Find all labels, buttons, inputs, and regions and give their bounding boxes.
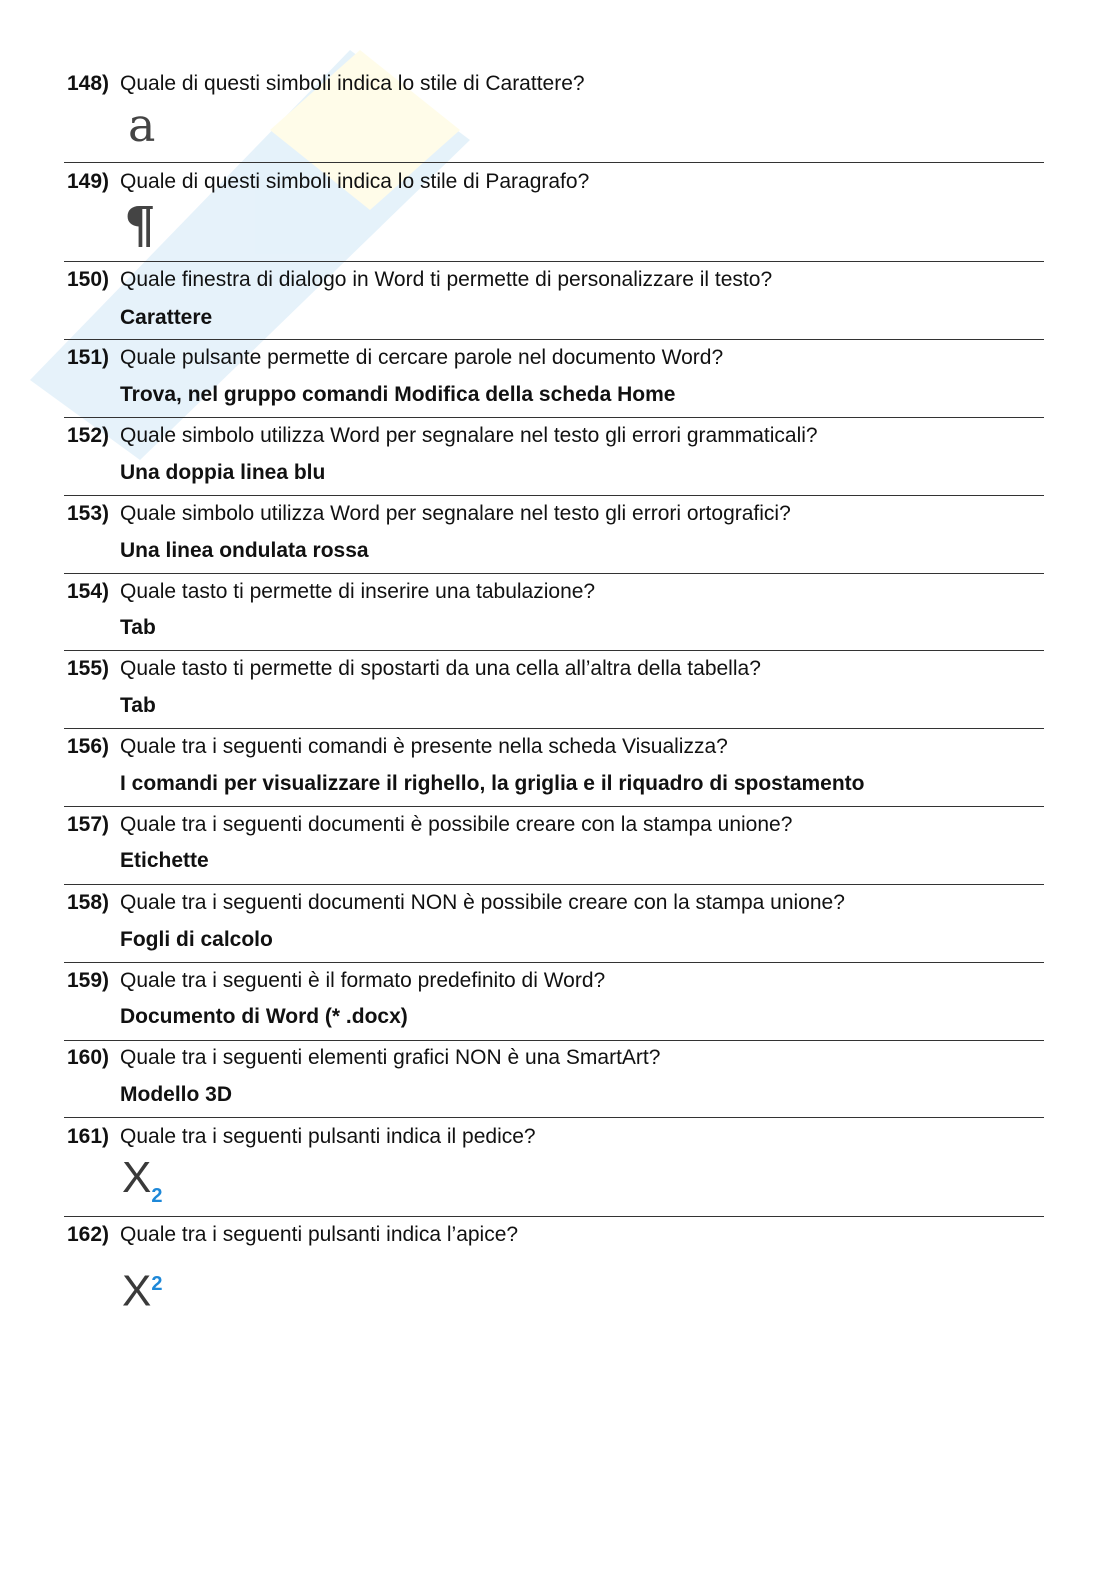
question-number: 160) [67,1046,110,1069]
superscript-2: 2 [151,1273,163,1295]
question: 155) Quale tasto ti permette di spostarti… [67,657,761,681]
divider [64,1216,1044,1217]
question: 151) Quale pulsante permette di cercare p… [67,346,723,370]
question: 148) Quale di questi simboli indica lo st… [67,72,585,96]
divider [64,728,1044,729]
question: 159) Quale tra i seguenti è il formato pr… [67,969,605,993]
question-text: Quale simbolo utilizza Word per segnalar… [120,424,818,447]
question-text: Quale tasto ti permette di inserire una … [120,580,596,603]
superscript-icon: X2 [122,1262,162,1314]
subscript-icon: X2 [122,1156,162,1218]
divider [64,650,1044,651]
answer: Una doppia linea blu [120,461,326,484]
question-number: 162) [67,1223,110,1246]
question: 161) Quale tra i seguenti pulsanti indica… [67,1125,536,1149]
question-text: Quale tra i seguenti documenti è possibi… [120,813,793,836]
a-glyph: a [128,98,156,152]
question-number: 150) [67,268,110,291]
question: 152) Quale simbolo utilizza Word per segn… [67,424,818,448]
question: 153) Quale simbolo utilizza Word per segn… [67,502,791,526]
question-text: Quale tra i seguenti pulsanti indica il … [120,1125,536,1148]
divider [64,962,1044,963]
answer: Modello 3D [120,1083,233,1106]
question-number: 156) [67,735,110,758]
question-text: Quale tra i seguenti è il formato predef… [120,969,606,992]
pilcrow-icon: ¶ [124,200,156,250]
question-text: Quale tra i seguenti comandi è presente … [120,735,728,758]
pilcrow-glyph: ¶ [124,195,156,254]
answer: Documento di Word (* .docx) [120,1005,408,1028]
divider [64,1117,1044,1118]
x-glyph: X [122,1153,152,1202]
x-glyph: X [122,1266,152,1316]
question-number: 155) [67,657,110,680]
subscript-2: 2 [151,1184,163,1207]
question: 162) Quale tra i seguenti pulsanti indica… [67,1223,518,1247]
divider [64,261,1044,262]
question-number: 149) [67,170,110,193]
question-number: 157) [67,813,110,836]
question-number: 161) [67,1125,110,1148]
question-text: Quale simbolo utilizza Word per segnalar… [120,502,791,525]
divider [64,1040,1044,1041]
question-text: Quale finestra di dialogo in Word ti per… [120,268,773,291]
question: 149) Quale di questi simboli indica lo st… [67,170,589,194]
answer: Tab [120,694,156,717]
question: 158) Quale tra i seguenti documenti NON è… [67,891,845,915]
divider [64,573,1044,574]
question: 154) Quale tasto ti permette di inserire … [67,580,595,604]
question-text: Quale di questi simboli indica lo stile … [120,72,585,95]
answer: Etichette [120,849,209,872]
answer: Fogli di calcolo [120,928,273,951]
question-number: 151) [67,346,110,369]
character-style-a-icon: a [128,102,155,148]
divider [64,417,1044,418]
question-text: Quale tra i seguenti documenti NON è pos… [120,891,845,914]
question: 156) Quale tra i seguenti comandi è prese… [67,735,728,759]
question-number: 159) [67,969,110,992]
question-text: Quale di questi simboli indica lo stile … [120,170,590,193]
question: 150) Quale finestra di dialogo in Word ti… [67,268,772,292]
question-number: 148) [67,72,110,95]
answer: Trova, nel gruppo comandi Modifica della… [120,383,676,406]
question-text: Quale tra i seguenti elementi grafici NO… [120,1046,661,1069]
answer: Tab [120,616,156,639]
question-number: 153) [67,502,110,525]
question: 157) Quale tra i seguenti documenti è pos… [67,813,792,837]
question-number: 158) [67,891,110,914]
divider [64,884,1044,885]
question-number: 154) [67,580,110,603]
answer: Una linea ondulata rossa [120,539,369,562]
divider [64,806,1044,807]
question-number: 152) [67,424,110,447]
question-text: Quale pulsante permette di cercare parol… [120,346,724,369]
answer: I comandi per visualizzare il righello, … [120,772,865,795]
divider [64,162,1044,163]
answer: Carattere [120,306,213,329]
divider [64,495,1044,496]
question-text: Quale tra i seguenti pulsanti indica l’a… [120,1223,519,1246]
question-text: Quale tasto ti permette di spostarti da … [120,657,761,680]
divider [64,339,1044,340]
question: 160) Quale tra i seguenti elementi grafic… [67,1046,660,1070]
